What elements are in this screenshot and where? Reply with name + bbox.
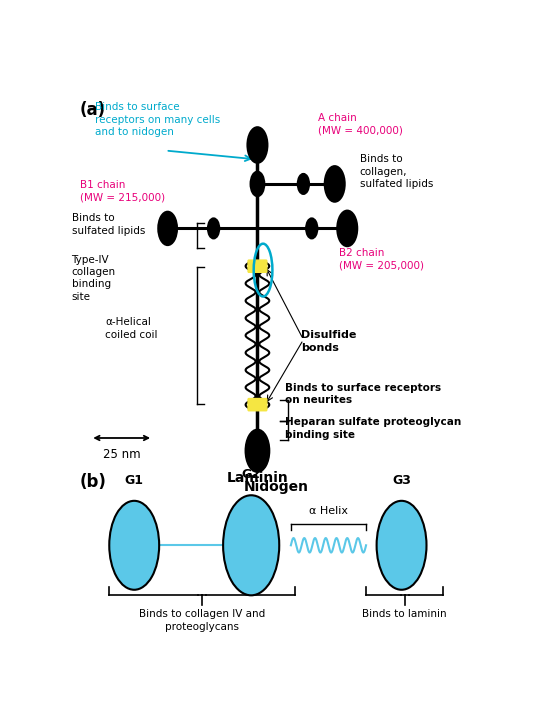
Text: B2 chain
(MW = 205,000): B2 chain (MW = 205,000) [339,248,424,270]
Text: Binds to laminin: Binds to laminin [362,609,447,619]
Text: Binds to collagen IV and
proteoglycans: Binds to collagen IV and proteoglycans [139,609,265,632]
Text: (b): (b) [80,473,107,491]
Ellipse shape [246,430,270,472]
Ellipse shape [208,218,219,238]
Ellipse shape [306,218,317,238]
Text: Type-IV
collagen
binding
site: Type-IV collagen binding site [72,255,116,302]
Ellipse shape [251,172,264,196]
Ellipse shape [324,166,345,201]
Text: Laminin: Laminin [226,471,288,485]
Text: A chain
(MW = 400,000): A chain (MW = 400,000) [318,113,403,136]
Ellipse shape [158,212,177,245]
Text: 25 nm: 25 nm [103,448,141,461]
Ellipse shape [377,501,426,590]
Text: Nidogen: Nidogen [244,480,309,495]
Ellipse shape [247,127,267,162]
Text: α-Helical
coiled coil: α-Helical coiled coil [105,318,157,340]
FancyBboxPatch shape [248,260,267,272]
Text: Binds to
collagen,
sulfated lipids: Binds to collagen, sulfated lipids [360,155,433,189]
Text: Binds to surface receptors
on neurites: Binds to surface receptors on neurites [285,383,441,405]
Text: G1: G1 [125,474,144,487]
Text: G3: G3 [392,474,411,487]
Ellipse shape [223,495,279,596]
Ellipse shape [109,501,159,590]
Text: Disulfide
bonds: Disulfide bonds [301,330,357,352]
FancyBboxPatch shape [248,399,267,411]
Text: G2: G2 [241,469,261,482]
Text: (a): (a) [80,100,106,118]
Text: Heparan sulfate proteoglycan
binding site: Heparan sulfate proteoglycan binding sit… [285,417,461,440]
Ellipse shape [337,211,357,246]
Ellipse shape [298,174,309,194]
Text: Binds to
sulfated lipids: Binds to sulfated lipids [72,214,145,236]
Text: Binds to surface
receptors on many cells
and to nidogen: Binds to surface receptors on many cells… [94,103,220,137]
Text: B1 chain
(MW = 215,000): B1 chain (MW = 215,000) [80,180,165,202]
Text: α Helix: α Helix [309,506,348,516]
